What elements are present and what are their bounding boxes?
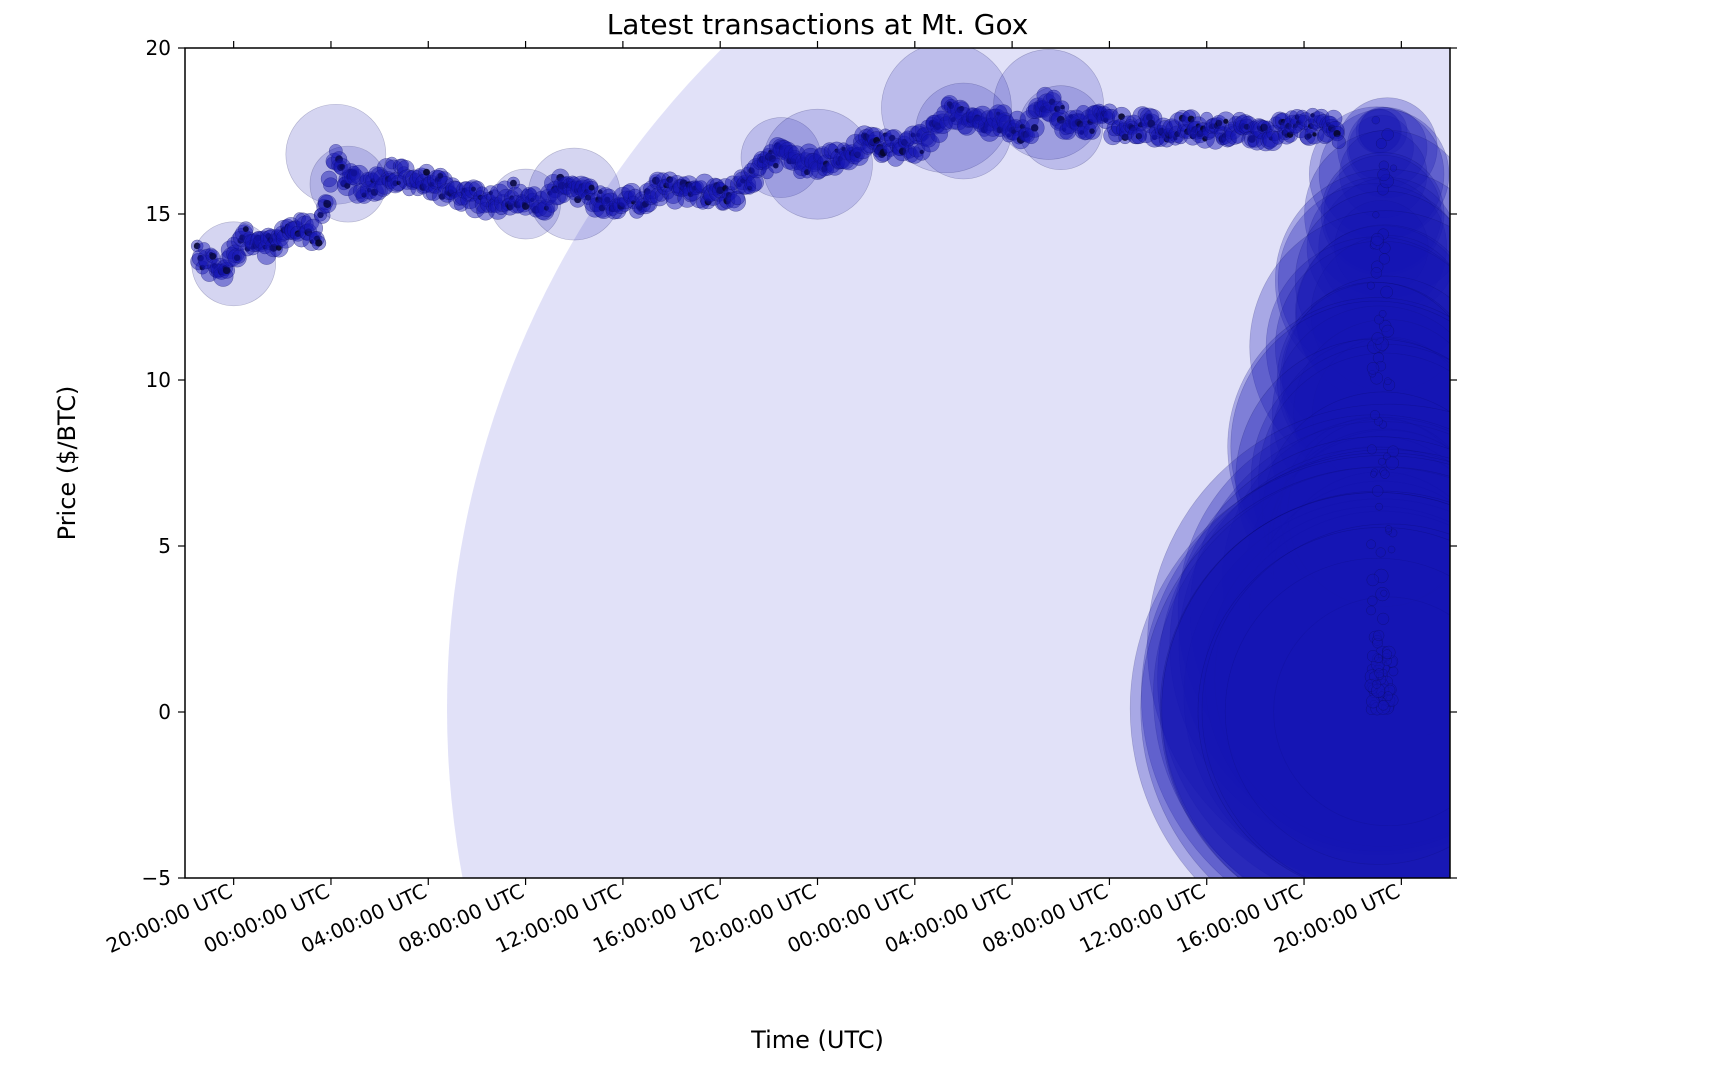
crash-point [1389,667,1398,676]
trend-large [310,146,386,222]
crash-point [1373,630,1384,641]
y-axis-label: Price ($/BTC) [53,386,81,541]
trend-core [1223,119,1228,124]
crash-point [1379,310,1386,317]
crash-point [1386,457,1399,470]
ytick-label: 5 [158,534,171,558]
chart-svg: −50510152020:00:00 UTC00:00:00 UTC04:00:… [0,0,1709,1089]
trend-core [1312,132,1316,136]
crash-point [1373,212,1380,219]
crash-point [1372,116,1380,124]
chart-container: −50510152020:00:00 UTC00:00:00 UTC04:00:… [0,0,1709,1089]
x-axis-label: Time (UTC) [750,1026,884,1054]
crash-point [1382,650,1391,659]
crash-point [1381,590,1387,596]
crash-point [1367,445,1376,454]
trend-large [192,222,276,306]
crash-point [1371,233,1383,245]
crash-point [1367,282,1375,290]
crash-point [1379,254,1390,265]
crash-point [1375,669,1384,678]
crash-point [1382,325,1394,337]
crash-point [1366,606,1375,615]
crash-point [1372,332,1384,344]
crash-point [1382,129,1394,141]
crash-point [1377,613,1389,625]
crash-point [1378,458,1385,465]
crash-point [1390,165,1397,172]
crash-point [1367,540,1376,549]
ytick-label: 15 [146,202,171,226]
ytick-label: 20 [146,36,171,60]
crash-point [1367,362,1379,374]
crash-point [1370,410,1379,419]
crash-point [1378,169,1390,181]
crash-point [1378,700,1388,710]
crash-point [1367,574,1379,586]
trend-large [528,148,620,240]
crash-point [1388,546,1395,553]
crash-point [1384,378,1391,385]
crash-point [1376,503,1383,510]
trend-point [1332,135,1346,149]
crash-point [1385,525,1392,532]
crash-point [1381,286,1393,298]
crash-point [1381,470,1390,479]
crash-point [1375,655,1383,663]
crash-point [1376,548,1386,558]
crash-point [1368,596,1378,606]
trend-core [315,239,322,246]
trend-large [1019,86,1103,170]
crash-point [1370,471,1376,477]
chart-title: Latest transactions at Mt. Gox [607,8,1029,41]
crash-point [1372,485,1383,496]
ytick-label: 10 [146,368,171,392]
ytick-label: 0 [158,700,171,724]
trend-large [763,109,873,219]
crash-point [1372,680,1380,688]
ytick-label: −5 [142,866,171,890]
crash-point [1371,267,1382,278]
